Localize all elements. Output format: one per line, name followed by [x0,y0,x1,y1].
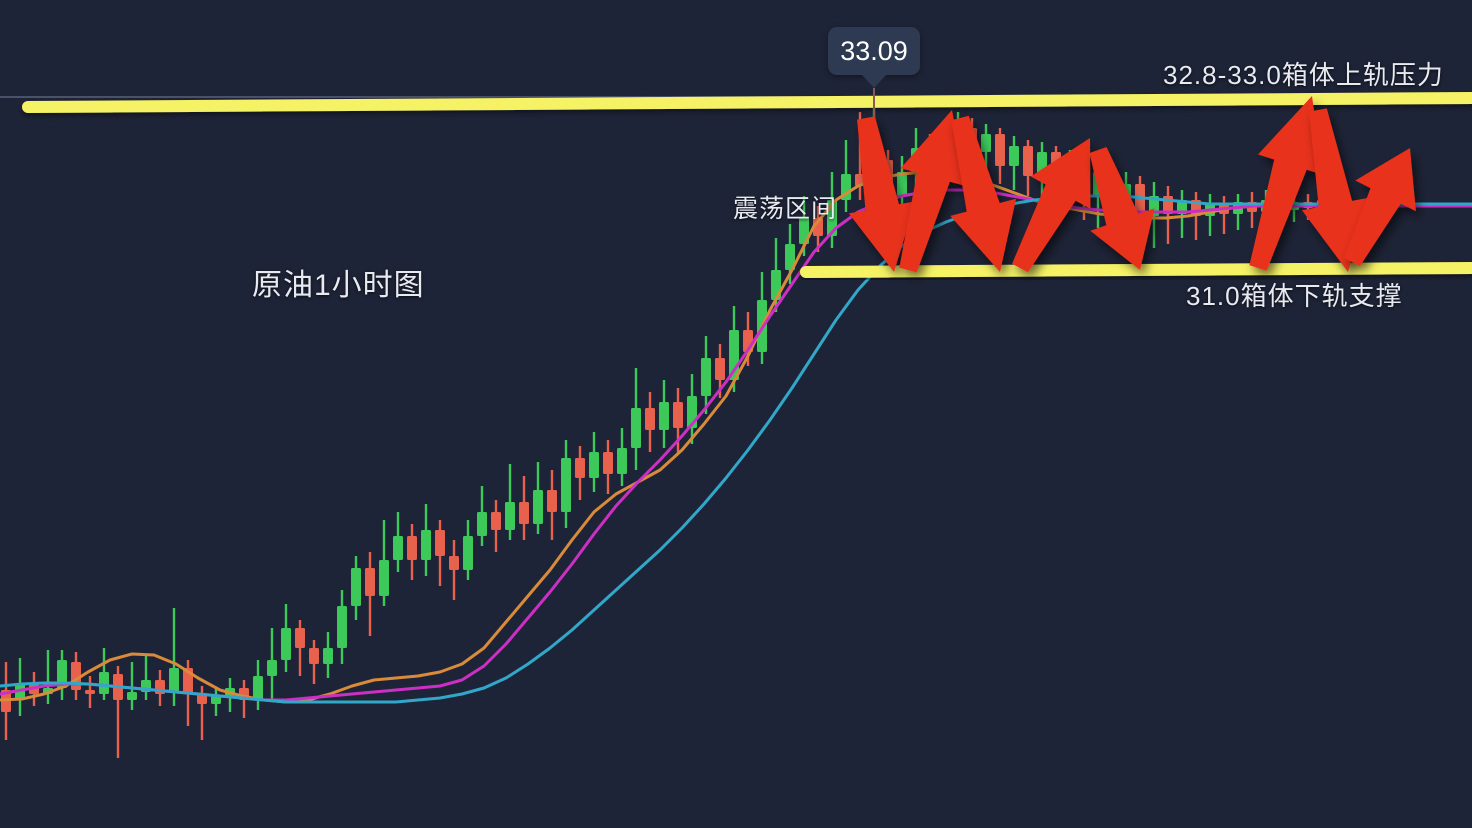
price-tooltip-pointer [861,74,887,88]
price-tooltip[interactable]: 33.09 [828,27,920,75]
chart-title: 原油1小时图 [252,269,425,302]
upper-rail-label: 32.8-33.0箱体上轨压力 [1163,60,1444,90]
lower-rail-label: 31.0箱体下轨支撑 [1186,281,1403,311]
moving-average-lines [0,170,1472,704]
forecast-arrows [848,96,1416,273]
price-tooltip-value: 33.09 [840,35,908,66]
oscillation-range-label: 震荡区间 [733,195,838,223]
